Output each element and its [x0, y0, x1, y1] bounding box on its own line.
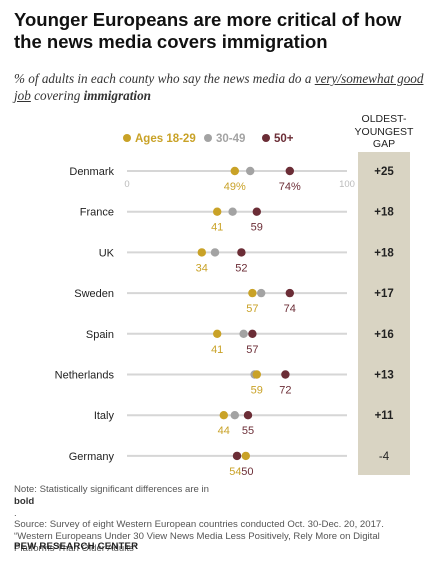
- data-point: [285, 288, 294, 298]
- data-label: 57: [246, 344, 258, 356]
- chart-notes: Note: Statistically significant differen…: [14, 484, 434, 555]
- gap-value: +16: [374, 329, 394, 341]
- gap-value: +18: [374, 207, 394, 219]
- gap-column-header: OLDEST- YOUNGEST GAP: [346, 113, 422, 151]
- data-label: 57: [246, 303, 258, 315]
- subtitle-text-1: % of adults in each county who say the n…: [14, 71, 315, 86]
- category-label: Sweden: [74, 288, 114, 300]
- data-point: [228, 207, 237, 216]
- category-label: UK: [99, 247, 115, 259]
- legend-label-0: Ages 18-29: [135, 133, 196, 145]
- data-label: 59: [251, 385, 263, 397]
- legend-marker-2: [262, 134, 270, 142]
- category-label: France: [80, 207, 114, 219]
- data-point: [252, 370, 261, 379]
- data-point: [230, 411, 239, 420]
- data-label: 54: [229, 466, 241, 478]
- data-label: 74%: [279, 181, 301, 193]
- gap-value: +11: [375, 410, 394, 422]
- category-label: Germany: [69, 451, 115, 463]
- gap-header-line-3: GAP: [372, 138, 396, 150]
- data-label: 34: [196, 262, 208, 274]
- data-point: [248, 288, 257, 298]
- data-point: [230, 166, 239, 176]
- gap-value: +13: [374, 370, 394, 382]
- data-point: [210, 248, 220, 257]
- data-label: 52: [235, 262, 247, 274]
- data-point: [243, 411, 253, 420]
- gap-header-line-1: OLDEST-: [361, 113, 407, 125]
- legend-label-2: 50+: [274, 133, 294, 145]
- gap-value: -4: [379, 451, 390, 463]
- gap-value: +25: [374, 166, 394, 178]
- source-line-3: Platforms Than Older Adults”: [14, 542, 137, 554]
- legend-label-1: 30-49: [216, 133, 245, 145]
- data-point: [213, 207, 222, 216]
- gap-value: +17: [374, 288, 394, 300]
- axis-tick-label: 0: [124, 179, 129, 190]
- data-label: 50: [241, 466, 253, 478]
- data-label: 55: [242, 425, 254, 437]
- data-label: 72: [279, 385, 291, 397]
- data-point: [246, 166, 255, 176]
- data-point: [252, 207, 261, 216]
- data-label: 59: [251, 222, 263, 234]
- note-line: Note: Statistically significant differen…: [14, 484, 209, 519]
- data-label: 41: [211, 344, 223, 356]
- data-point: [213, 329, 222, 338]
- data-point: [257, 288, 266, 298]
- data-point: [248, 329, 257, 338]
- source-line-1: Source: Survey of eight Western European…: [14, 519, 384, 531]
- gap-header-line-2: YOUNGEST: [354, 125, 414, 138]
- data-label: 41: [211, 222, 223, 234]
- data-point: [281, 370, 290, 379]
- source-line-2: “Western Europeans Under 30 View News Me…: [14, 531, 380, 543]
- gap-value: +18: [374, 247, 394, 259]
- subtitle-bold: immigration: [83, 88, 152, 103]
- data-point: [239, 329, 248, 338]
- data-point: [237, 248, 246, 257]
- data-label: 74: [284, 303, 296, 315]
- data-label: 44: [218, 425, 230, 437]
- category-label: Netherlands: [55, 370, 115, 382]
- category-label: Spain: [86, 329, 114, 341]
- data-point: [232, 451, 242, 461]
- legend-marker-1: [204, 134, 212, 142]
- chart-subtitle: % of adults in each county who say the n…: [14, 70, 434, 104]
- data-label: 49%: [224, 181, 246, 193]
- subtitle-underlined: very/somewhat good job: [14, 71, 424, 103]
- data-point: [219, 411, 228, 420]
- chart-title: Younger Europeans are more critical of h…: [14, 9, 402, 52]
- data-point: [285, 166, 294, 176]
- subtitle-text-2: covering: [30, 88, 84, 103]
- category-label: Italy: [94, 410, 115, 422]
- gap-column-band: [358, 152, 410, 475]
- category-label: Denmark: [69, 166, 114, 178]
- axis-tick-label: 100: [339, 179, 355, 190]
- data-point: [241, 451, 250, 461]
- pew-research-center-logo: PEW RESEARCH CENTER: [14, 541, 139, 552]
- legend-marker-0: [123, 134, 131, 142]
- data-point: [197, 248, 206, 257]
